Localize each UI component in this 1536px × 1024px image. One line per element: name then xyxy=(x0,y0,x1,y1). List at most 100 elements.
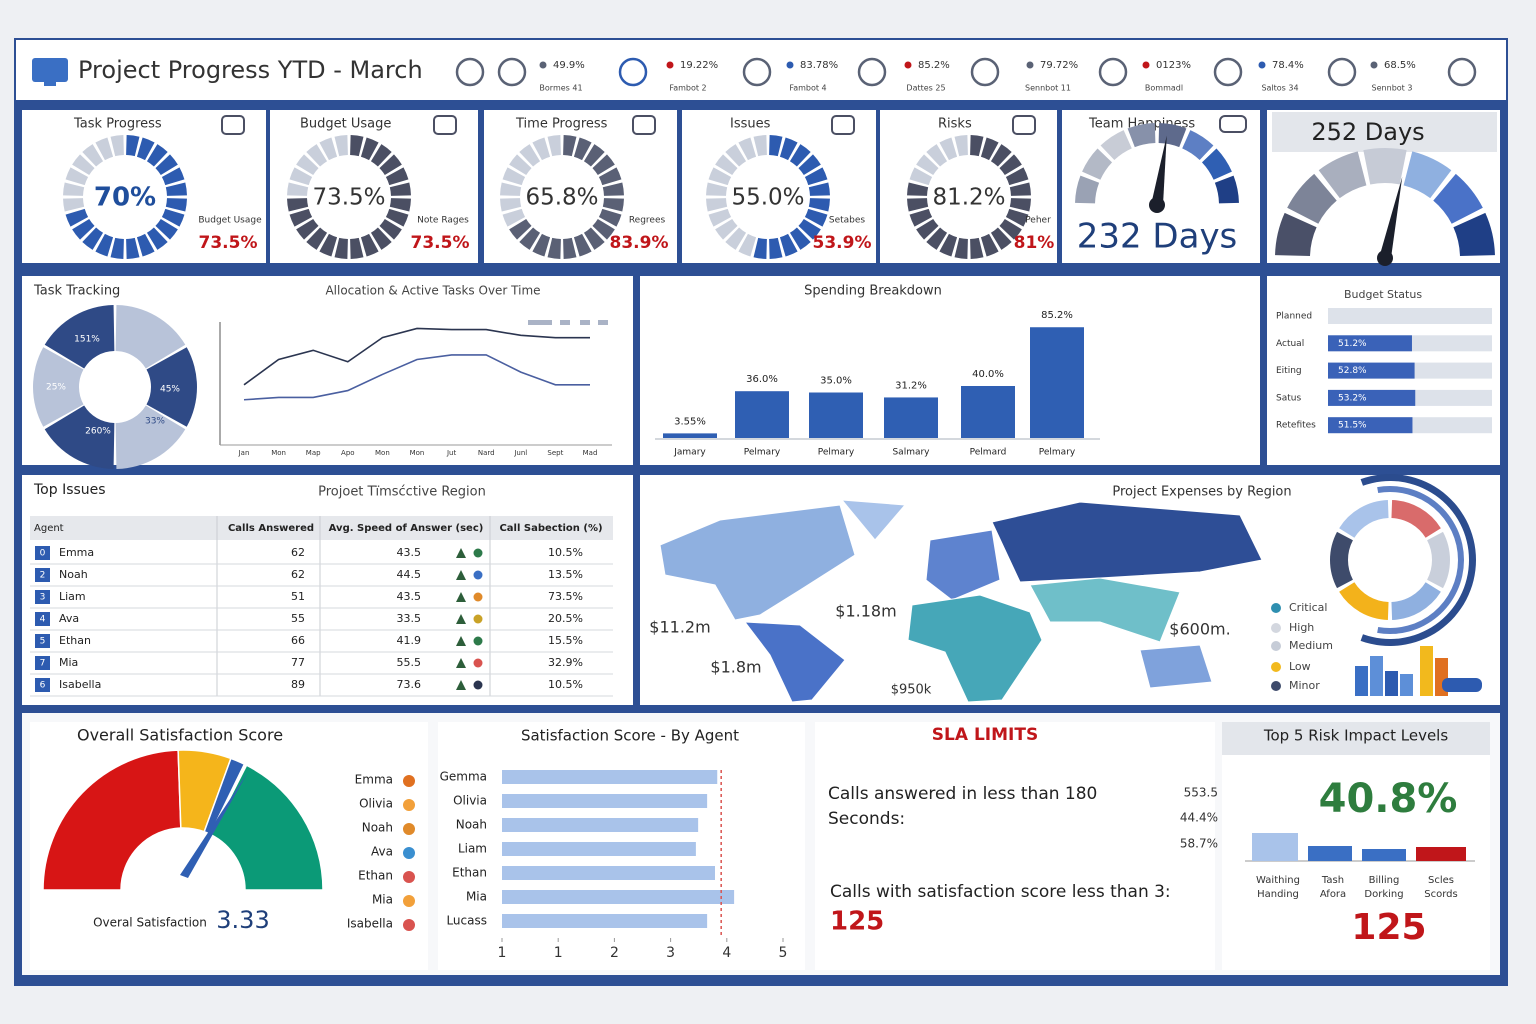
column-header: Avg. Speed of Answer (sec) xyxy=(329,523,484,534)
status-icon xyxy=(456,636,466,646)
kpi-ring-track xyxy=(289,167,313,186)
sla-figure: 58.7% xyxy=(1180,837,1218,851)
kpi-sub-value: 53.9% xyxy=(813,233,872,253)
kpi-ring-fill xyxy=(334,237,348,259)
kpi-ring-track xyxy=(725,144,747,167)
kpi-icon xyxy=(1012,115,1036,135)
kpi-ring-fill xyxy=(82,227,104,250)
mini-bar xyxy=(1355,666,1368,696)
row-label: Actual xyxy=(1276,339,1304,349)
region-amount: $1.18m xyxy=(835,602,896,621)
legend-marker xyxy=(1271,603,1281,613)
sla-count: 125 xyxy=(830,907,884,937)
kpi-ring-fill xyxy=(146,144,168,167)
index-badge xyxy=(35,612,50,626)
legend-label: Low xyxy=(1289,660,1311,673)
stat-label: Sennbot 11 xyxy=(1025,84,1071,93)
x-tick-label: Pelmary xyxy=(818,448,855,458)
kpi-ring-fill xyxy=(789,227,811,250)
ring-segment xyxy=(1391,582,1441,620)
index-badge xyxy=(35,678,50,692)
kpi-ring-fill xyxy=(389,182,411,196)
x-tick-label: Tash xyxy=(1321,875,1344,886)
kpi-ring-fill xyxy=(939,233,958,257)
ring-segment xyxy=(1427,531,1450,589)
kpi-ring-fill xyxy=(798,218,821,240)
line-series xyxy=(243,327,590,386)
region-amount: $1.8m xyxy=(710,658,761,677)
status-icon xyxy=(456,570,466,580)
status-icon xyxy=(473,680,483,690)
gauge-label: Overal Satisfaction xyxy=(93,916,207,930)
kpi-ring-fill xyxy=(602,182,624,196)
kpi-sub-value: 73.5% xyxy=(199,233,258,253)
cell: 15.5% xyxy=(548,634,583,647)
status-icon xyxy=(456,548,466,558)
kpi-ring-fill xyxy=(509,218,532,240)
row-label: Satus xyxy=(1276,393,1301,403)
kpi-ring-track xyxy=(65,167,89,186)
x-tick-label: Scords xyxy=(1424,889,1457,900)
kpi-value: 65.8% xyxy=(525,185,598,211)
agent-icon xyxy=(403,799,415,811)
kpi-ring-track xyxy=(63,198,85,212)
region-amount: $950k xyxy=(891,683,932,698)
stat-label: Sennbot 3 xyxy=(1372,84,1413,93)
panel xyxy=(640,276,1260,465)
legend-swatch xyxy=(560,320,570,325)
bar xyxy=(884,397,938,438)
kpi-ring-fill xyxy=(1005,167,1029,186)
kpi-ring-fill xyxy=(999,154,1022,176)
kpi-ring-fill xyxy=(592,154,615,176)
gauge-needle xyxy=(1379,176,1403,258)
y-tick-label: Ethan xyxy=(452,866,487,880)
panel-title: SLA LIMITS xyxy=(932,725,1038,745)
kpi-sub-value: 83.9% xyxy=(610,233,669,253)
kpi-ring-fill xyxy=(804,208,828,227)
x-tick-label: Mad xyxy=(583,449,598,457)
kpi-ring-fill xyxy=(146,227,168,250)
mini-bar xyxy=(1400,674,1413,696)
kpi-ring-fill xyxy=(95,233,114,257)
index-badge xyxy=(35,546,50,560)
bar xyxy=(1328,335,1412,352)
bar xyxy=(809,392,863,438)
row-label: Retefites xyxy=(1276,421,1316,431)
status-icon xyxy=(473,614,483,624)
donut-label: 25% xyxy=(46,383,66,393)
risk-count: 125 xyxy=(1351,907,1426,948)
cell: 10.5% xyxy=(548,678,583,691)
index-badge xyxy=(35,590,50,604)
agent-icon xyxy=(403,775,415,787)
value-label: 3.55% xyxy=(674,416,706,427)
gauge-segment xyxy=(1318,151,1367,199)
row-label: Planned xyxy=(1276,312,1312,322)
kpi-title: Issues xyxy=(730,117,771,132)
bar xyxy=(502,818,699,832)
ring-segment xyxy=(1391,500,1441,538)
index-badge xyxy=(35,656,50,670)
cell: 41.9 xyxy=(397,634,422,647)
kpi-sub-label: Setabes xyxy=(829,216,866,226)
kpi-ring-fill xyxy=(161,208,185,227)
days-header xyxy=(1272,112,1497,152)
bar xyxy=(1416,847,1466,861)
sla-line: Calls answered in less than 180 Seconds: xyxy=(828,784,1098,829)
page-title: Project Progress YTD - March xyxy=(78,56,423,84)
kpi-ring-fill xyxy=(360,137,379,161)
agent-name: Olivia xyxy=(359,797,393,811)
kpi-value: 252 Days xyxy=(1311,118,1424,146)
row-label: Eiting xyxy=(1276,366,1302,376)
x-tick-label: Waithing xyxy=(1256,875,1300,886)
gauge-value: 3.33 xyxy=(216,906,269,934)
kpi-ring-track xyxy=(738,233,757,257)
agent-icon xyxy=(403,847,415,859)
mini-bar xyxy=(1385,671,1398,696)
bar-label: 51.2% xyxy=(1338,339,1367,349)
legend-marker xyxy=(1271,681,1281,691)
donut-label: 151% xyxy=(74,335,100,345)
bar xyxy=(502,770,718,784)
stat-value: 79.72% xyxy=(1040,60,1078,71)
kpi-ring-fill xyxy=(808,182,830,196)
